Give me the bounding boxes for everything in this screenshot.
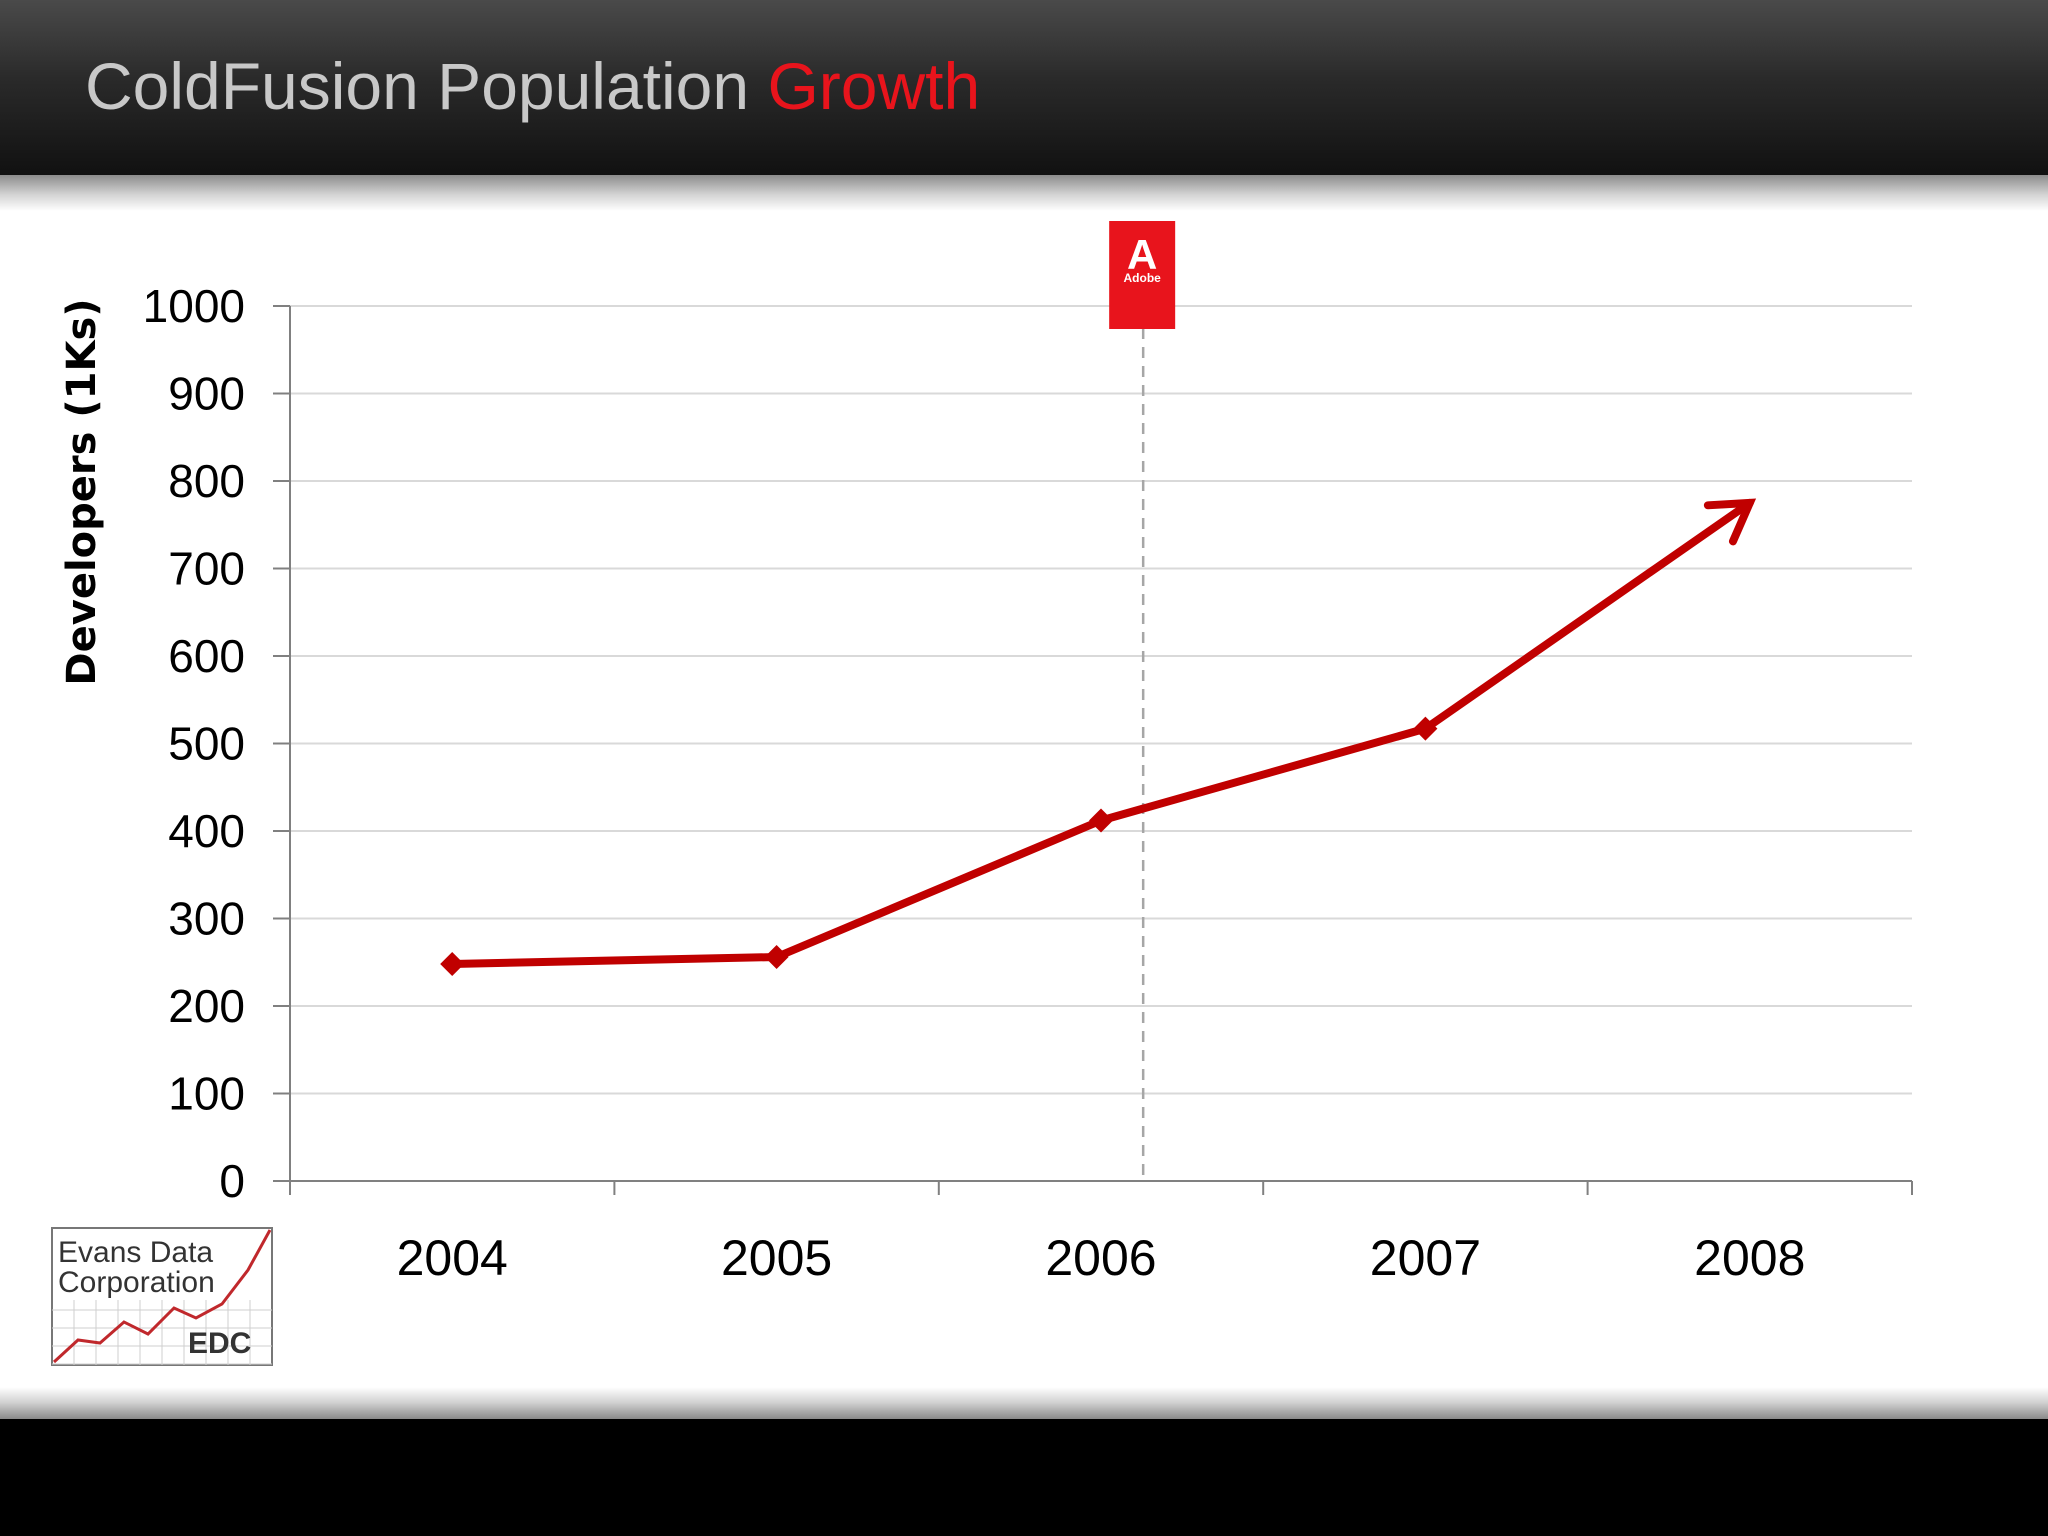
title-accent: Growth bbox=[767, 49, 981, 123]
series-arrowhead bbox=[1703, 498, 1757, 546]
y-tick-label: 500 bbox=[168, 718, 245, 770]
slide-header: ColdFusion Population Growth bbox=[0, 0, 2048, 175]
edc-logo-grid bbox=[52, 1300, 272, 1365]
adobe-badge-glyph: A bbox=[1127, 231, 1157, 278]
data-point-marker bbox=[440, 952, 465, 976]
chart-series bbox=[440, 498, 1757, 976]
x-axis-ticks: 2004 2005 2006 2007 2008 bbox=[289, 1181, 1913, 1286]
data-point-marker bbox=[1413, 716, 1438, 741]
y-tick-label: 0 bbox=[219, 1155, 245, 1207]
y-axis-label: Developers (1Ks) bbox=[59, 298, 105, 685]
y-tick-label: 900 bbox=[168, 368, 245, 420]
y-tick-label: 700 bbox=[168, 543, 245, 595]
y-tick-label: 100 bbox=[168, 1068, 245, 1120]
y-tick-label: 200 bbox=[168, 980, 245, 1032]
edc-logo-trend bbox=[52, 1229, 272, 1364]
y-tick-label: 800 bbox=[168, 455, 245, 507]
y-tick-label: 400 bbox=[168, 805, 245, 857]
adobe-badge-label: Adobe bbox=[1124, 271, 1162, 285]
adobe-badge-bg bbox=[1109, 221, 1176, 329]
data-point-marker bbox=[1089, 808, 1113, 833]
y-tick-label: 1000 bbox=[143, 280, 245, 332]
data-point-marker bbox=[764, 945, 789, 969]
header-band bbox=[0, 175, 2048, 211]
footer-band bbox=[0, 1387, 2048, 1419]
slide-content bbox=[0, 211, 2048, 1387]
slide-footer bbox=[0, 1419, 2048, 1536]
y-tick-label: 600 bbox=[168, 630, 245, 682]
edc-logo-line1: Evans Data bbox=[58, 1236, 213, 1269]
edc-logo-abbr: EDC bbox=[188, 1327, 251, 1360]
x-tick-label: 2004 bbox=[397, 1230, 508, 1286]
chart-gridlines bbox=[290, 305, 1912, 1095]
x-tick-label: 2006 bbox=[1045, 1230, 1156, 1286]
series-line bbox=[448, 498, 1754, 968]
x-tick-label: 2005 bbox=[721, 1230, 832, 1286]
x-tick-label: 2007 bbox=[1370, 1230, 1481, 1286]
y-axis-ticks: 0 100 200 300 400 500 600 700 800 900 1000 bbox=[143, 280, 290, 1207]
x-tick-label: 2008 bbox=[1694, 1230, 1805, 1286]
edc-logo-icon: Evans Data Corporation EDC bbox=[51, 1227, 273, 1366]
slide-title: ColdFusion Population Growth bbox=[85, 48, 980, 124]
edc-logo-line2: Corporation bbox=[58, 1266, 215, 1299]
title-main: ColdFusion Population bbox=[85, 49, 750, 123]
y-tick-label: 300 bbox=[168, 893, 245, 945]
